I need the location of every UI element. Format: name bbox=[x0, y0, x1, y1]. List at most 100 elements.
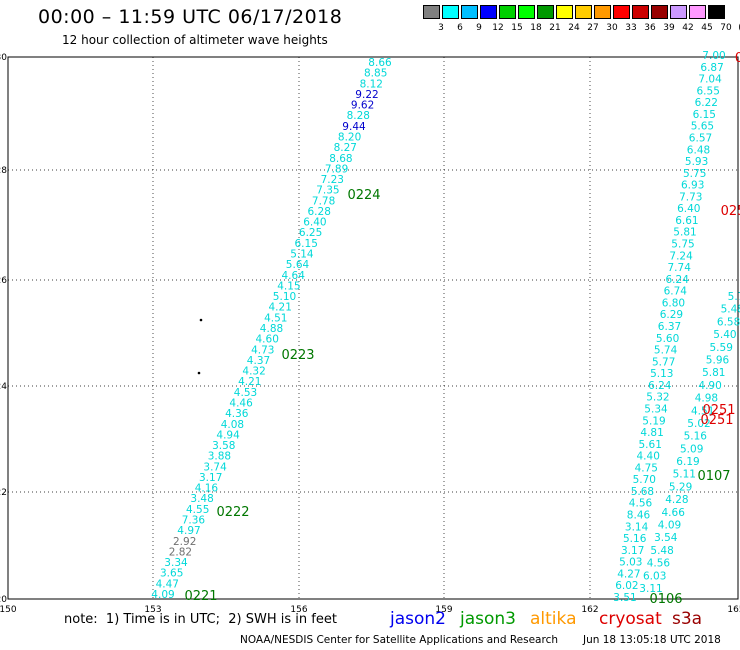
wave-height-value: 5.65 bbox=[691, 121, 714, 133]
wave-height-value: 5.81 bbox=[673, 227, 696, 239]
wave-height-value: 4.94 bbox=[216, 429, 240, 441]
legend-swatch bbox=[670, 5, 687, 19]
wave-height-value: 6.22 bbox=[695, 97, 718, 109]
legend-label: 33 bbox=[625, 23, 637, 33]
pass-time-label: 025 bbox=[721, 204, 740, 219]
wave-height-value: 3.11 bbox=[639, 583, 662, 595]
wave-height-value: 6.57 bbox=[689, 133, 712, 145]
legend-swatch bbox=[461, 5, 478, 19]
wave-height-value: 6.87 bbox=[700, 62, 723, 74]
island-dot bbox=[199, 318, 203, 322]
wave-height-value: 9.22 bbox=[355, 89, 378, 101]
wave-height-value: 4.90 bbox=[698, 380, 721, 392]
wave-height-value: 6.40 bbox=[303, 217, 326, 229]
wave-height-value: 3.17 bbox=[621, 545, 644, 557]
wave-height-value: 5.61 bbox=[639, 439, 662, 451]
wave-height-value: 5.10 bbox=[273, 291, 296, 303]
wave-height-value: 5.81 bbox=[702, 367, 725, 379]
wave-height-value: 8.28 bbox=[347, 110, 370, 122]
wave-height-value: 4.64 bbox=[282, 270, 306, 282]
wave-height-value: 4.36 bbox=[225, 408, 249, 420]
wave-height-value: 6.15 bbox=[693, 109, 716, 121]
x-tick-label: 159 bbox=[435, 605, 452, 615]
wave-height-value: 6.61 bbox=[675, 215, 698, 227]
wave-height-value: 7.74 bbox=[668, 262, 692, 274]
wave-height-value: 5.09 bbox=[680, 443, 703, 455]
pass-time-label: 0222 bbox=[216, 505, 249, 520]
wave-height-value: 6.02 bbox=[615, 580, 638, 592]
wave-height-value: 4.16 bbox=[195, 483, 219, 495]
timestamp-text: Jun 18 13:05:18 UTC 2018 bbox=[583, 634, 721, 646]
wave-height-value: 5.60 bbox=[656, 333, 679, 345]
wave-height-value: 3.48 bbox=[190, 493, 213, 505]
legend-label: 6 bbox=[457, 23, 463, 33]
wave-height-value: 7.04 bbox=[698, 74, 722, 86]
wave-height-value: 9.62 bbox=[351, 100, 374, 112]
x-tick-label: 153 bbox=[144, 605, 161, 615]
wave-height-value: 5.77 bbox=[652, 356, 675, 368]
legend-label: (ft) bbox=[733, 23, 740, 33]
wave-height-value: 6.25 bbox=[299, 227, 322, 239]
legend-swatch bbox=[575, 5, 592, 19]
y-tick-label: 28 bbox=[0, 166, 7, 176]
legend-label: 27 bbox=[587, 23, 599, 33]
wave-height-value: 6.40 bbox=[677, 203, 700, 215]
pass-time-label: 0223 bbox=[281, 348, 314, 363]
wave-height-value: 4.73 bbox=[251, 344, 274, 356]
legend-label: 15 bbox=[511, 23, 523, 33]
wave-height-value: 4.15 bbox=[277, 280, 300, 292]
wave-height-value: 5.32 bbox=[646, 392, 669, 404]
x-tick-label: 150 bbox=[0, 605, 17, 615]
x-tick-label: 156 bbox=[290, 605, 307, 615]
wave-height-value: 3.65 bbox=[160, 568, 183, 580]
wave-height-value: 6.29 bbox=[660, 309, 683, 321]
pass-time-label: 0251 bbox=[700, 413, 733, 428]
legend-swatch bbox=[556, 5, 573, 19]
wave-height-value: 5.75 bbox=[683, 168, 706, 180]
coast-dots bbox=[197, 318, 203, 375]
x-tick-label: 162 bbox=[581, 605, 598, 615]
legend-swatch bbox=[537, 5, 554, 19]
wave-height-value: 5.74 bbox=[654, 345, 678, 357]
y-tick-label: 22 bbox=[0, 488, 7, 498]
wave-height-value: 5.59 bbox=[710, 342, 733, 354]
map-frame bbox=[7, 56, 739, 600]
wave-height-value: 6.74 bbox=[664, 286, 688, 298]
legend-swatch bbox=[594, 5, 611, 19]
wave-height-value: 5.13 bbox=[650, 368, 673, 380]
legend-label: 18 bbox=[530, 23, 542, 33]
wave-height-value: 5.11 bbox=[673, 469, 696, 481]
legend-swatch bbox=[480, 5, 497, 19]
legend-swatch bbox=[708, 5, 725, 19]
wave-height-value: 4.66 bbox=[662, 507, 686, 519]
satellite-tracks: 4.094.473.653.342.822.924.977.364.553.48… bbox=[151, 50, 740, 604]
wave-height-value: 6.55 bbox=[697, 85, 720, 97]
pass-time-label: 0106 bbox=[649, 592, 682, 607]
wave-height-value: 6.03 bbox=[643, 570, 666, 582]
legend-label: 39 bbox=[663, 23, 675, 33]
wave-height-value: 7.78 bbox=[312, 195, 335, 207]
wave-height-value: 8.46 bbox=[627, 510, 651, 522]
legend-label: 12 bbox=[492, 23, 504, 33]
wave-height-value: 7.73 bbox=[679, 191, 702, 203]
wave-height-value: 8.20 bbox=[338, 132, 361, 144]
legend-label: 42 bbox=[682, 23, 694, 33]
wave-height-value: 3.14 bbox=[625, 521, 649, 533]
y-tick-label: 20 bbox=[0, 595, 7, 605]
wave-height-value: 4.98 bbox=[695, 393, 718, 405]
wave-height-value: 4.60 bbox=[256, 334, 279, 346]
x-tick-label: 165 bbox=[727, 605, 740, 615]
wave-height-value: 7.00 bbox=[702, 50, 725, 62]
legend-label: 36 bbox=[644, 23, 656, 33]
wave-height-value: 4.81 bbox=[640, 427, 663, 439]
pass-time-label: 0221 bbox=[184, 589, 217, 604]
legend-swatch bbox=[423, 5, 440, 19]
pass-time-label: 0 bbox=[735, 51, 740, 66]
wave-height-value: 7.23 bbox=[321, 174, 344, 186]
legend-label: 70 bbox=[720, 23, 732, 33]
wave-height-value: 8.85 bbox=[364, 68, 387, 80]
wave-height-value: 4.32 bbox=[242, 366, 265, 378]
wave-height-value: 5.40 bbox=[713, 329, 736, 341]
satellite-legend-cryosat: cryosat bbox=[599, 609, 662, 629]
wave-height-value: 4.88 bbox=[260, 323, 283, 335]
